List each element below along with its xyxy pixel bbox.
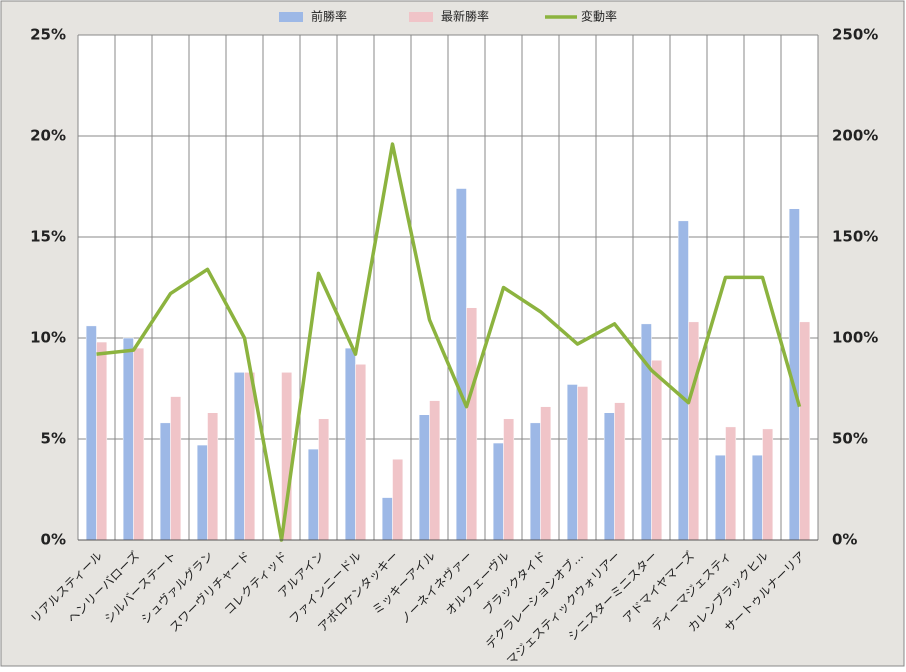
bar <box>799 321 811 541</box>
legend-swatch <box>279 12 303 22</box>
bar <box>466 307 478 541</box>
bar <box>196 444 208 541</box>
y-tick-label: 5% <box>41 430 66 448</box>
bar <box>355 364 367 541</box>
bar <box>540 406 552 541</box>
bar <box>418 414 430 541</box>
bar <box>640 323 652 541</box>
legend-label: 最新勝率 <box>441 9 489 24</box>
y2-tick-label: 150% <box>832 228 878 246</box>
bar <box>677 220 689 541</box>
bar <box>455 188 467 541</box>
y2-tick-label: 200% <box>832 127 878 145</box>
bar <box>207 412 219 541</box>
y-tick-label: 10% <box>30 329 66 347</box>
bar <box>133 347 145 541</box>
y-tick-label: 0% <box>41 531 66 549</box>
bar <box>344 347 356 541</box>
bar <box>751 454 763 541</box>
y-tick-label: 20% <box>30 127 66 145</box>
y-tick-label: 25% <box>30 26 66 44</box>
bar <box>392 458 404 541</box>
bar <box>503 418 515 541</box>
y-tick-label: 15% <box>30 228 66 246</box>
bar <box>429 400 441 541</box>
bar <box>714 454 726 541</box>
bar <box>318 418 330 541</box>
y2-tick-label: 250% <box>832 26 878 44</box>
bar <box>307 448 319 541</box>
bar <box>170 396 182 541</box>
bar <box>762 428 774 541</box>
line <box>96 142 802 542</box>
y2-tick-label: 0% <box>832 531 857 549</box>
bar <box>614 402 626 541</box>
bar <box>688 321 700 541</box>
bar <box>603 412 615 541</box>
legend-label: 前勝率 <box>311 9 347 24</box>
bar <box>725 426 737 541</box>
bar <box>566 384 578 541</box>
y2-tick-label: 100% <box>832 329 878 347</box>
legend-label: 変動率 <box>581 9 617 24</box>
bar <box>96 341 108 541</box>
bar <box>381 497 393 541</box>
bar <box>233 372 245 541</box>
bar <box>159 422 171 541</box>
bar <box>244 372 256 541</box>
bar <box>85 325 97 541</box>
bar <box>529 422 541 541</box>
bar <box>122 337 134 541</box>
bar <box>577 386 589 541</box>
y2-tick-label: 50% <box>832 430 868 448</box>
bar <box>651 359 663 541</box>
bar <box>492 442 504 541</box>
legend-swatch <box>409 12 433 22</box>
